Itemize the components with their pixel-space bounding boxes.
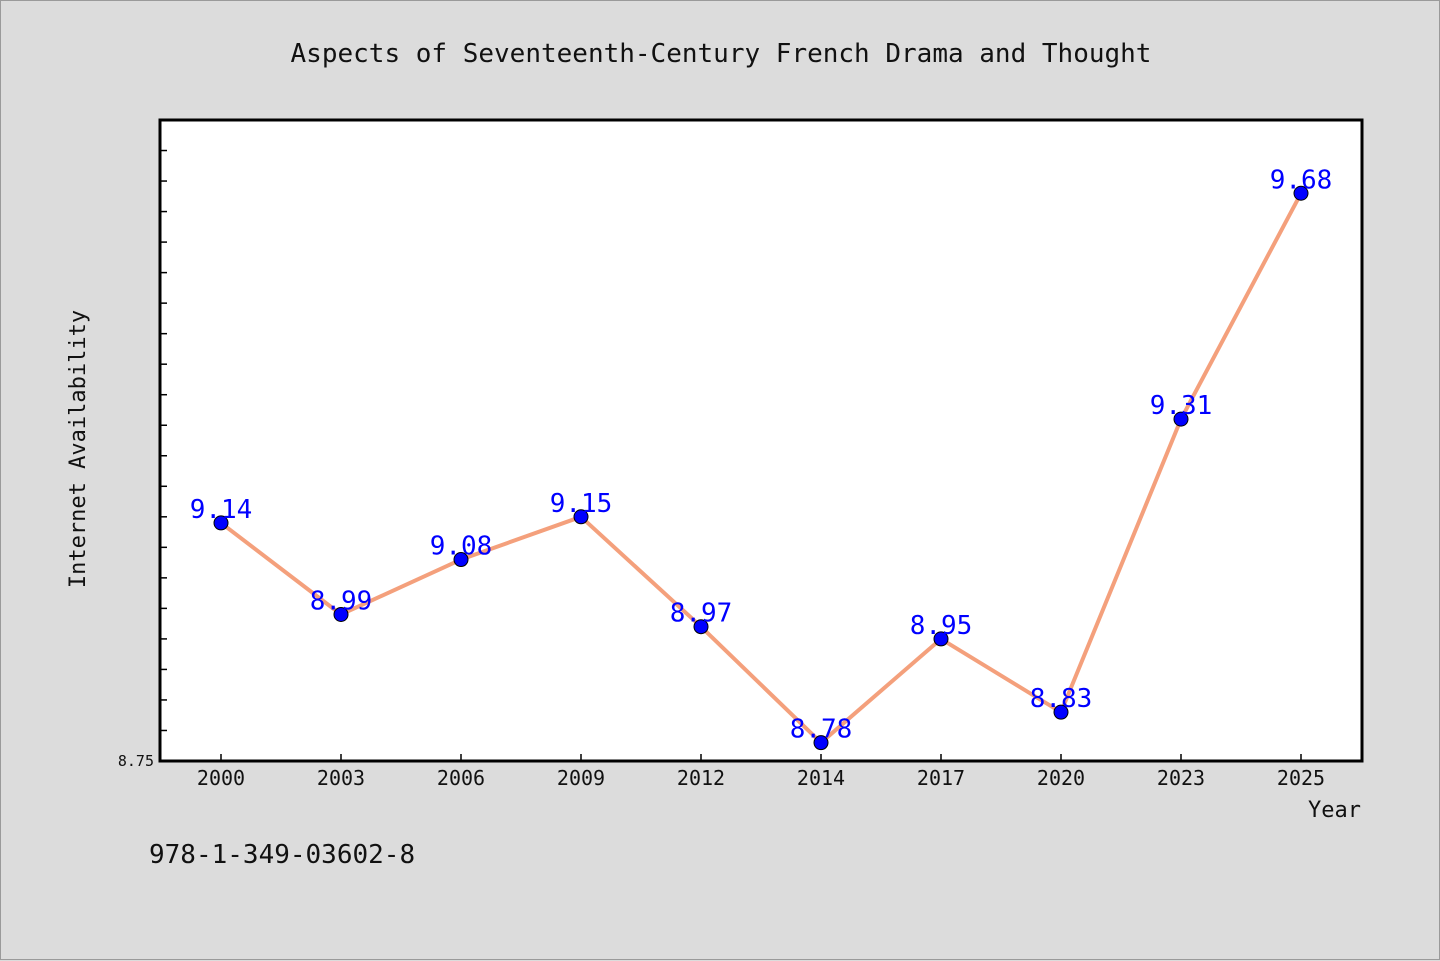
data-label: 8.78 <box>790 715 853 745</box>
data-label: 9.68 <box>1270 165 1333 195</box>
data-point <box>333 606 349 622</box>
y-tick-label: 8.75 <box>118 752 154 770</box>
plot-area <box>158 118 1364 763</box>
data-point <box>1053 704 1069 720</box>
x-tick-label: 2014 <box>797 766 845 790</box>
x-axis-label: Year <box>1308 798 1361 823</box>
data-point <box>213 515 229 531</box>
y-axis-ticks: 8.75 <box>118 119 167 770</box>
x-tick-label: 2000 <box>197 766 245 790</box>
x-tick-label: 2025 <box>1277 766 1325 790</box>
data-label: 9.31 <box>1150 391 1213 421</box>
data-point <box>1293 185 1309 201</box>
data-point <box>573 509 589 525</box>
x-tick-label: 2012 <box>677 766 725 790</box>
data-label: 8.97 <box>670 599 733 629</box>
x-tick-label: 2020 <box>1037 766 1085 790</box>
data-point <box>813 735 829 751</box>
x-axis-ticks: 2000 2003 2006 2009 2012 2014 2017 2020 2023 2025 <box>197 754 1325 790</box>
x-tick-label: 2006 <box>437 766 485 790</box>
series-line <box>219 192 1303 745</box>
data-label: 9.08 <box>430 532 493 562</box>
chart-title: Aspects of Seventeenth-Century French Dr… <box>291 39 1152 69</box>
x-tick-label: 2023 <box>1157 766 1205 790</box>
y-axis-label: Internet Availability <box>66 310 91 588</box>
data-label: 9.15 <box>550 489 613 519</box>
data-point <box>453 552 469 568</box>
x-tick-label: 2017 <box>917 766 965 790</box>
data-labels-layer: 9.14 8.99 9.08 9.15 8.97 8.78 8.95 8.83 9.31 9.68 <box>190 165 1333 744</box>
data-label: 8.99 <box>310 586 373 616</box>
x-tick-label: 2003 <box>317 766 365 790</box>
data-point <box>693 619 709 635</box>
data-label: 8.95 <box>910 611 973 641</box>
data-label: 8.83 <box>1030 684 1093 714</box>
data-point <box>1173 411 1189 427</box>
x-tick-label: 2009 <box>557 766 605 790</box>
series-layer <box>213 185 1309 751</box>
data-point <box>933 631 949 647</box>
data-label: 9.14 <box>190 495 253 525</box>
footer-isbn: 978-1-349-03602-8 <box>149 840 415 870</box>
